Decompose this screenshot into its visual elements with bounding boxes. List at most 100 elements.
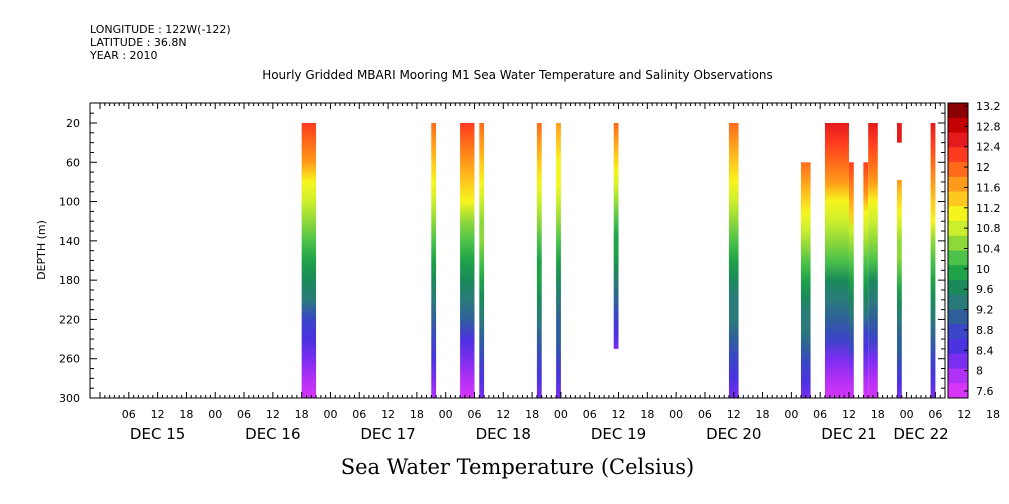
x-tick-label: 12 xyxy=(266,408,280,421)
colorbar-label: 8.4 xyxy=(976,344,994,357)
y-tick-label: 260 xyxy=(59,353,80,366)
colorbar-swatch xyxy=(948,221,968,237)
data-column xyxy=(728,123,739,398)
x-day-label: DEC 17 xyxy=(360,425,415,443)
colorbar-label: 9.2 xyxy=(976,304,994,317)
data-column xyxy=(896,123,902,143)
x-tick-label: 00 xyxy=(784,408,798,421)
x-day-label: DEC 18 xyxy=(476,425,531,443)
colorbar-label: 10.8 xyxy=(976,222,1001,235)
x-day-label: DEC 22 xyxy=(893,425,948,443)
x-tick-label: 06 xyxy=(237,408,251,421)
y-tick-label: 180 xyxy=(59,274,80,287)
x-tick-label: 00 xyxy=(900,408,914,421)
x-tick-label: 18 xyxy=(179,408,193,421)
x-tick-label: 12 xyxy=(496,408,510,421)
x-tick-label: 18 xyxy=(756,408,770,421)
colorbar-swatch xyxy=(948,206,968,222)
x-tick-label: 06 xyxy=(467,408,481,421)
colorbar-label: 13.2 xyxy=(976,100,1001,113)
x-tick-label: 18 xyxy=(986,408,1000,421)
x-tick-label: 06 xyxy=(698,408,712,421)
colorbar-swatch xyxy=(948,353,968,369)
y-tick-label: 100 xyxy=(59,196,80,209)
x-tick-label: 06 xyxy=(583,408,597,421)
x-day-label: DEC 19 xyxy=(591,425,646,443)
x-day-label: DEC 16 xyxy=(245,425,300,443)
y-tick-label: 220 xyxy=(59,313,80,326)
colorbar-swatch xyxy=(948,162,968,178)
colorbar-swatch xyxy=(948,250,968,266)
x-tick-label: 12 xyxy=(381,408,395,421)
x-tick-label: 12 xyxy=(842,408,856,421)
year-label: YEAR : 2010 xyxy=(90,49,158,62)
data-column xyxy=(431,123,437,398)
colorbar-swatch xyxy=(948,309,968,325)
colorbar-label: 12.4 xyxy=(976,141,1001,154)
plot-frame xyxy=(89,102,946,399)
colorbar-swatch xyxy=(948,132,968,148)
y-tick-label: 20 xyxy=(66,117,80,130)
data-column xyxy=(824,123,849,398)
data-column xyxy=(800,162,811,398)
colorbar-swatch xyxy=(948,191,968,207)
x-tick-label: 18 xyxy=(640,408,654,421)
colorbar-label: 10 xyxy=(976,263,990,276)
colorbar-swatch xyxy=(948,147,968,163)
chart-title: Hourly Gridded MBARI Mooring M1 Sea Wate… xyxy=(262,68,773,82)
chart-subtitle: Sea Water Temperature (Celsius) xyxy=(340,455,695,479)
colorbar-label: 12 xyxy=(976,161,990,174)
longitude-label: LONGITUDE : 122W(-122) xyxy=(90,23,231,36)
data-column xyxy=(556,123,561,398)
data-column xyxy=(930,123,936,398)
colorbar-label: 7.6 xyxy=(976,385,994,398)
colorbar-label: 11.2 xyxy=(976,202,1001,215)
data-column xyxy=(613,123,619,349)
x-tick-label: 00 xyxy=(439,408,453,421)
data-column xyxy=(868,123,878,398)
x-tick-label: 18 xyxy=(525,408,539,421)
colorbar: 13.2 12.8 12.4 12 11.6 11.2 10.8 10.4 10 9.6 9.2 8.… xyxy=(947,100,1001,399)
colorbar-label: 9.6 xyxy=(976,283,994,296)
y-axis-label: DEPTH (m) xyxy=(35,220,48,280)
data-column xyxy=(479,123,485,398)
colorbar-label: 11.6 xyxy=(976,181,1001,194)
colorbar-swatch xyxy=(948,383,968,399)
colorbar-swatch xyxy=(948,280,968,296)
x-tick-label: 18 xyxy=(410,408,424,421)
data-column xyxy=(848,162,854,398)
y-tick-label: 60 xyxy=(66,156,80,169)
colorbar-swatch xyxy=(948,294,968,310)
x-tick-label: 12 xyxy=(727,408,741,421)
x-tick-label: 00 xyxy=(208,408,222,421)
data-column xyxy=(896,179,902,398)
colorbar-label: 8 xyxy=(976,365,983,378)
x-tick-label: 00 xyxy=(554,408,568,421)
colorbar-swatch xyxy=(948,117,968,133)
x-tick-label: 12 xyxy=(957,408,971,421)
x-tick-label: 00 xyxy=(323,408,337,421)
x-tick-label: 06 xyxy=(122,408,136,421)
colorbar-swatch xyxy=(948,176,968,192)
x-tick-label: 06 xyxy=(928,408,942,421)
x-day-label: DEC 20 xyxy=(706,425,761,443)
colorbar-swatch xyxy=(948,265,968,281)
x-tick-label: 12 xyxy=(612,408,626,421)
colorbar-swatch xyxy=(948,235,968,251)
x-day-label: DEC 21 xyxy=(821,425,876,443)
x-tick-label: 12 xyxy=(151,408,165,421)
colorbar-label: 12.8 xyxy=(976,120,1001,133)
x-day-label: DEC 15 xyxy=(130,425,185,443)
x-tick-label: 18 xyxy=(871,408,885,421)
data-column xyxy=(536,123,542,398)
data-column xyxy=(863,162,869,398)
x-tick-label: 00 xyxy=(669,408,683,421)
data-column xyxy=(460,123,475,398)
x-tick-label: 18 xyxy=(295,408,309,421)
colorbar-swatch xyxy=(948,324,968,340)
y-tick-label: 140 xyxy=(59,235,80,248)
colorbar-label: 8.8 xyxy=(976,324,994,337)
latitude-label: LATITUDE : 36.8N xyxy=(90,36,187,49)
x-tick-label: 06 xyxy=(352,408,366,421)
